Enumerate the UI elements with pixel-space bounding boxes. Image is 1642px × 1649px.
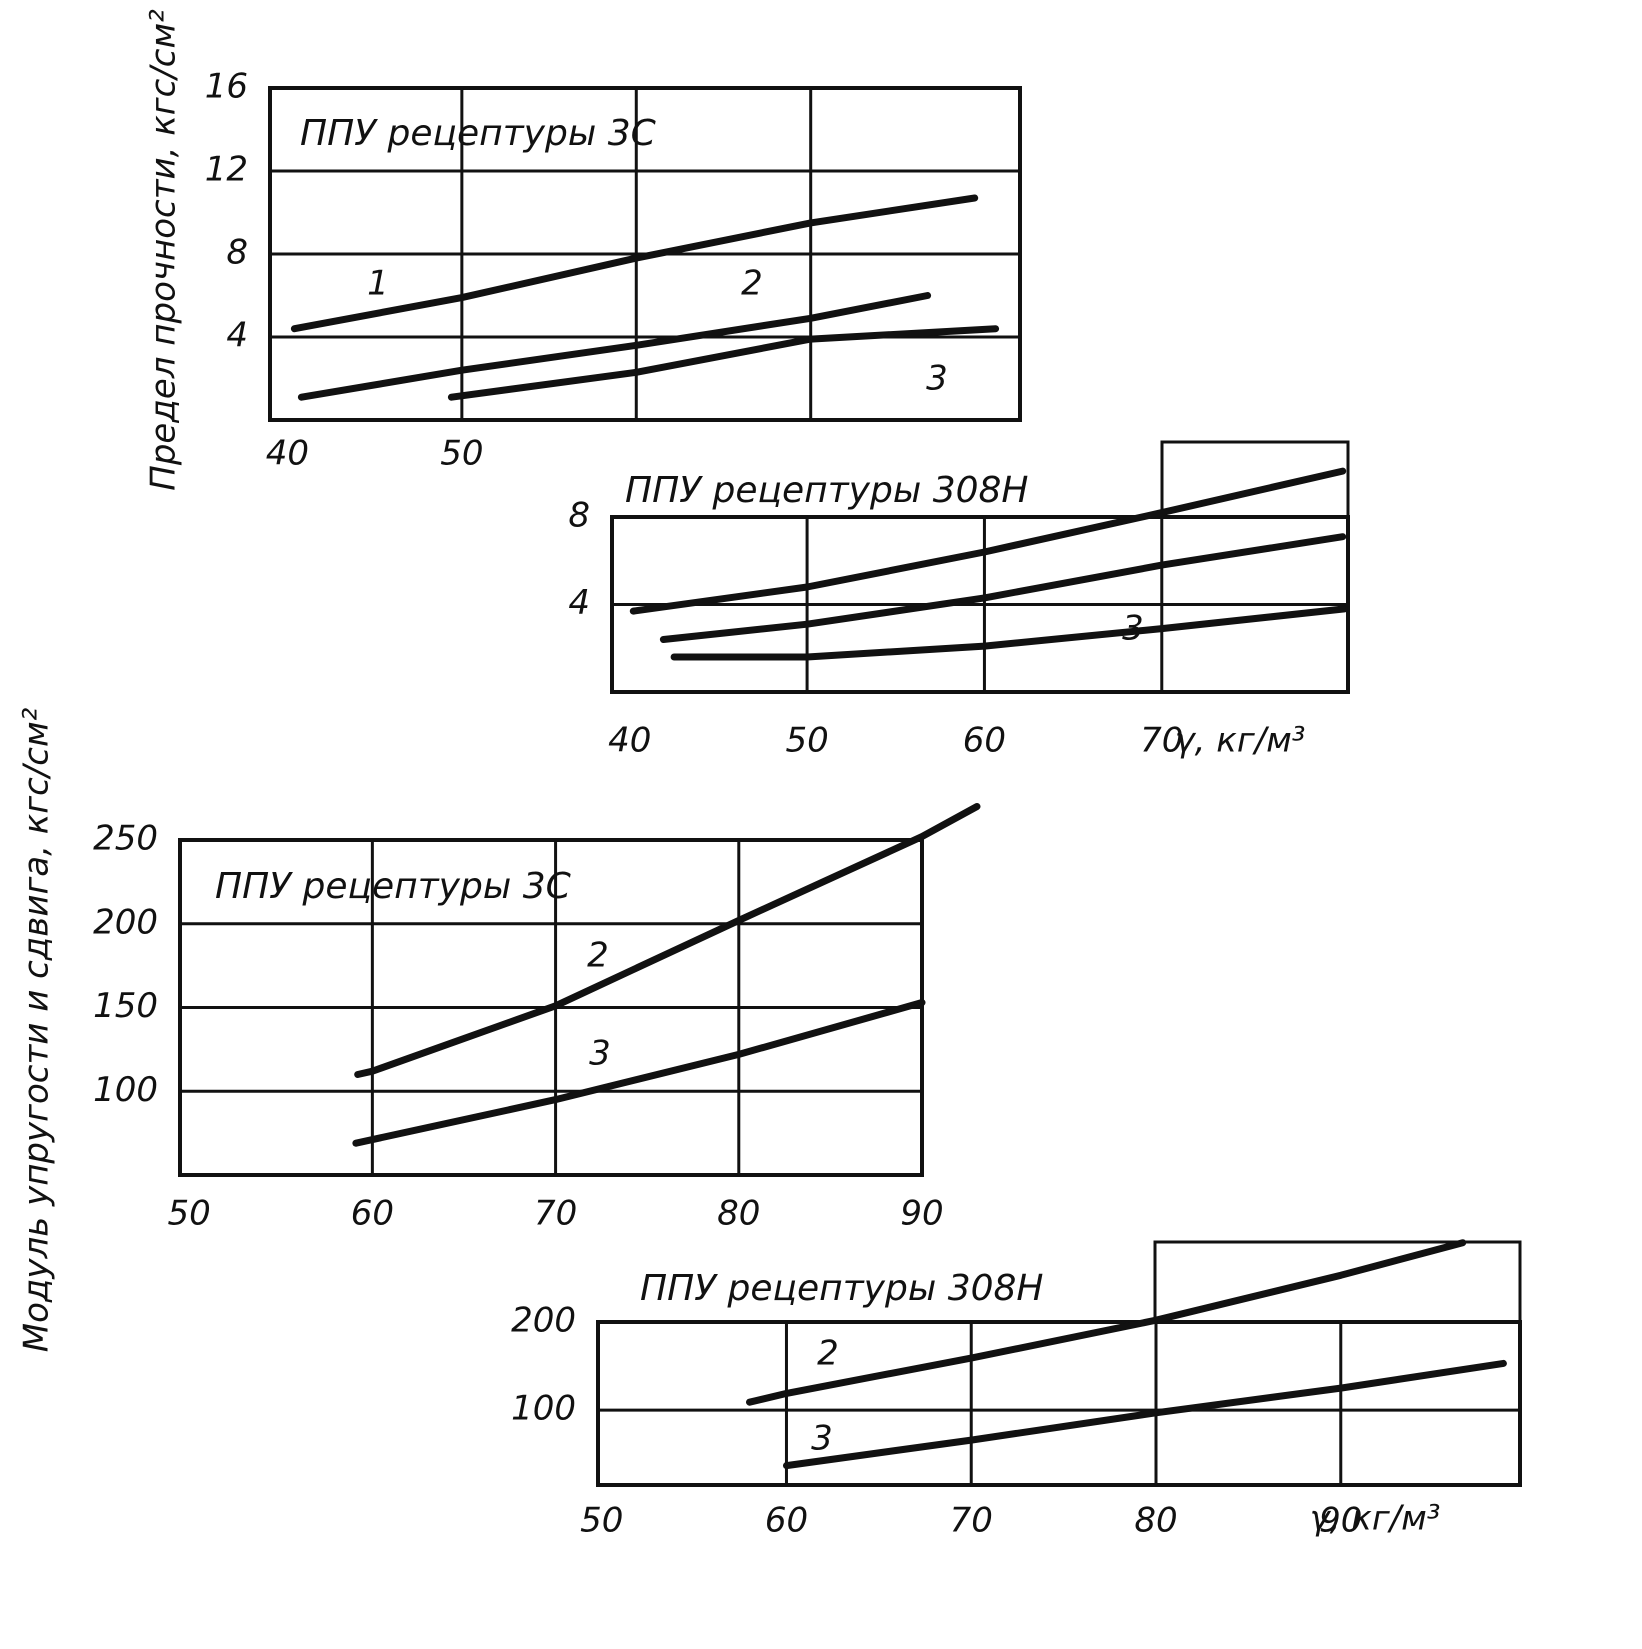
x-tick-label: 80	[1134, 1501, 1177, 1541]
y-tick-label: 16	[205, 67, 248, 107]
x-tick-label: 80	[717, 1194, 760, 1234]
y-tick-label: 4	[226, 316, 248, 356]
data-line	[354, 803, 981, 1078]
y-tick-label: 200	[511, 1301, 576, 1341]
data-line	[447, 325, 1000, 401]
plot-frame	[596, 1320, 1522, 1487]
y-tick-label: 250	[93, 819, 158, 859]
chart-title: ППУ рецептуры 3С	[300, 113, 657, 154]
curve-label: 3	[811, 1419, 833, 1459]
data-line	[352, 999, 926, 1147]
curve-label: 3	[1122, 609, 1144, 649]
x-tick-label: 50	[580, 1501, 623, 1541]
chart-title: ППУ рецептуры 308Н	[640, 1268, 1044, 1309]
x-tick-label: 50	[168, 1194, 211, 1234]
data-line	[297, 292, 932, 401]
y-tick-label: 12	[205, 150, 248, 190]
x-tick-label: 50	[785, 721, 828, 761]
data-line	[629, 467, 1347, 615]
curve-label: 1	[367, 264, 389, 304]
y-axis-label: Предел прочности, кгс/см²	[144, 9, 184, 491]
y-tick-label: 4	[568, 583, 590, 623]
chart-title: ППУ рецептуры 3С	[215, 866, 572, 907]
grid-cell-extension	[1153, 1240, 1522, 1322]
x-tick-label: 40	[266, 434, 309, 474]
y-tick-label: 8	[568, 496, 590, 536]
x-tick-label: 70	[1140, 721, 1183, 761]
y-tick-label: 150	[93, 986, 158, 1026]
data-line	[659, 533, 1347, 643]
y-axis-label: Модуль упругости и сдвига, кгс/см²	[17, 707, 57, 1352]
x-axis-label: γ, кг/м³	[1310, 1499, 1441, 1539]
curve-label: 2	[741, 264, 763, 304]
x-tick-label: 90	[1319, 1501, 1362, 1541]
chart-title: ППУ рецептуры 308Н	[625, 470, 1029, 511]
y-tick-label: 100	[93, 1070, 158, 1110]
curve-label: 2	[587, 936, 609, 976]
x-tick-label: 60	[351, 1194, 394, 1234]
x-axis-label: γ, кг/м³	[1175, 721, 1306, 761]
x-tick-label: 50	[440, 434, 483, 474]
x-tick-label: 90	[900, 1194, 943, 1234]
y-tick-label: 100	[511, 1389, 576, 1429]
curve-label: 3	[589, 1034, 611, 1074]
curve-label: 3	[926, 359, 948, 399]
data-line	[670, 605, 1348, 661]
x-tick-label: 60	[765, 1501, 808, 1541]
x-tick-label: 70	[534, 1194, 577, 1234]
x-tick-label: 40	[608, 721, 651, 761]
y-tick-label: 8	[226, 233, 248, 273]
x-tick-label: 70	[950, 1501, 993, 1541]
grid-cell-extension	[1160, 440, 1350, 517]
data-line	[783, 1359, 1507, 1470]
data-line	[746, 1239, 1467, 1406]
data-line	[290, 194, 979, 333]
y-tick-label: 200	[93, 902, 158, 942]
curve-label: 2	[817, 1334, 839, 1374]
x-tick-label: 60	[963, 721, 1006, 761]
